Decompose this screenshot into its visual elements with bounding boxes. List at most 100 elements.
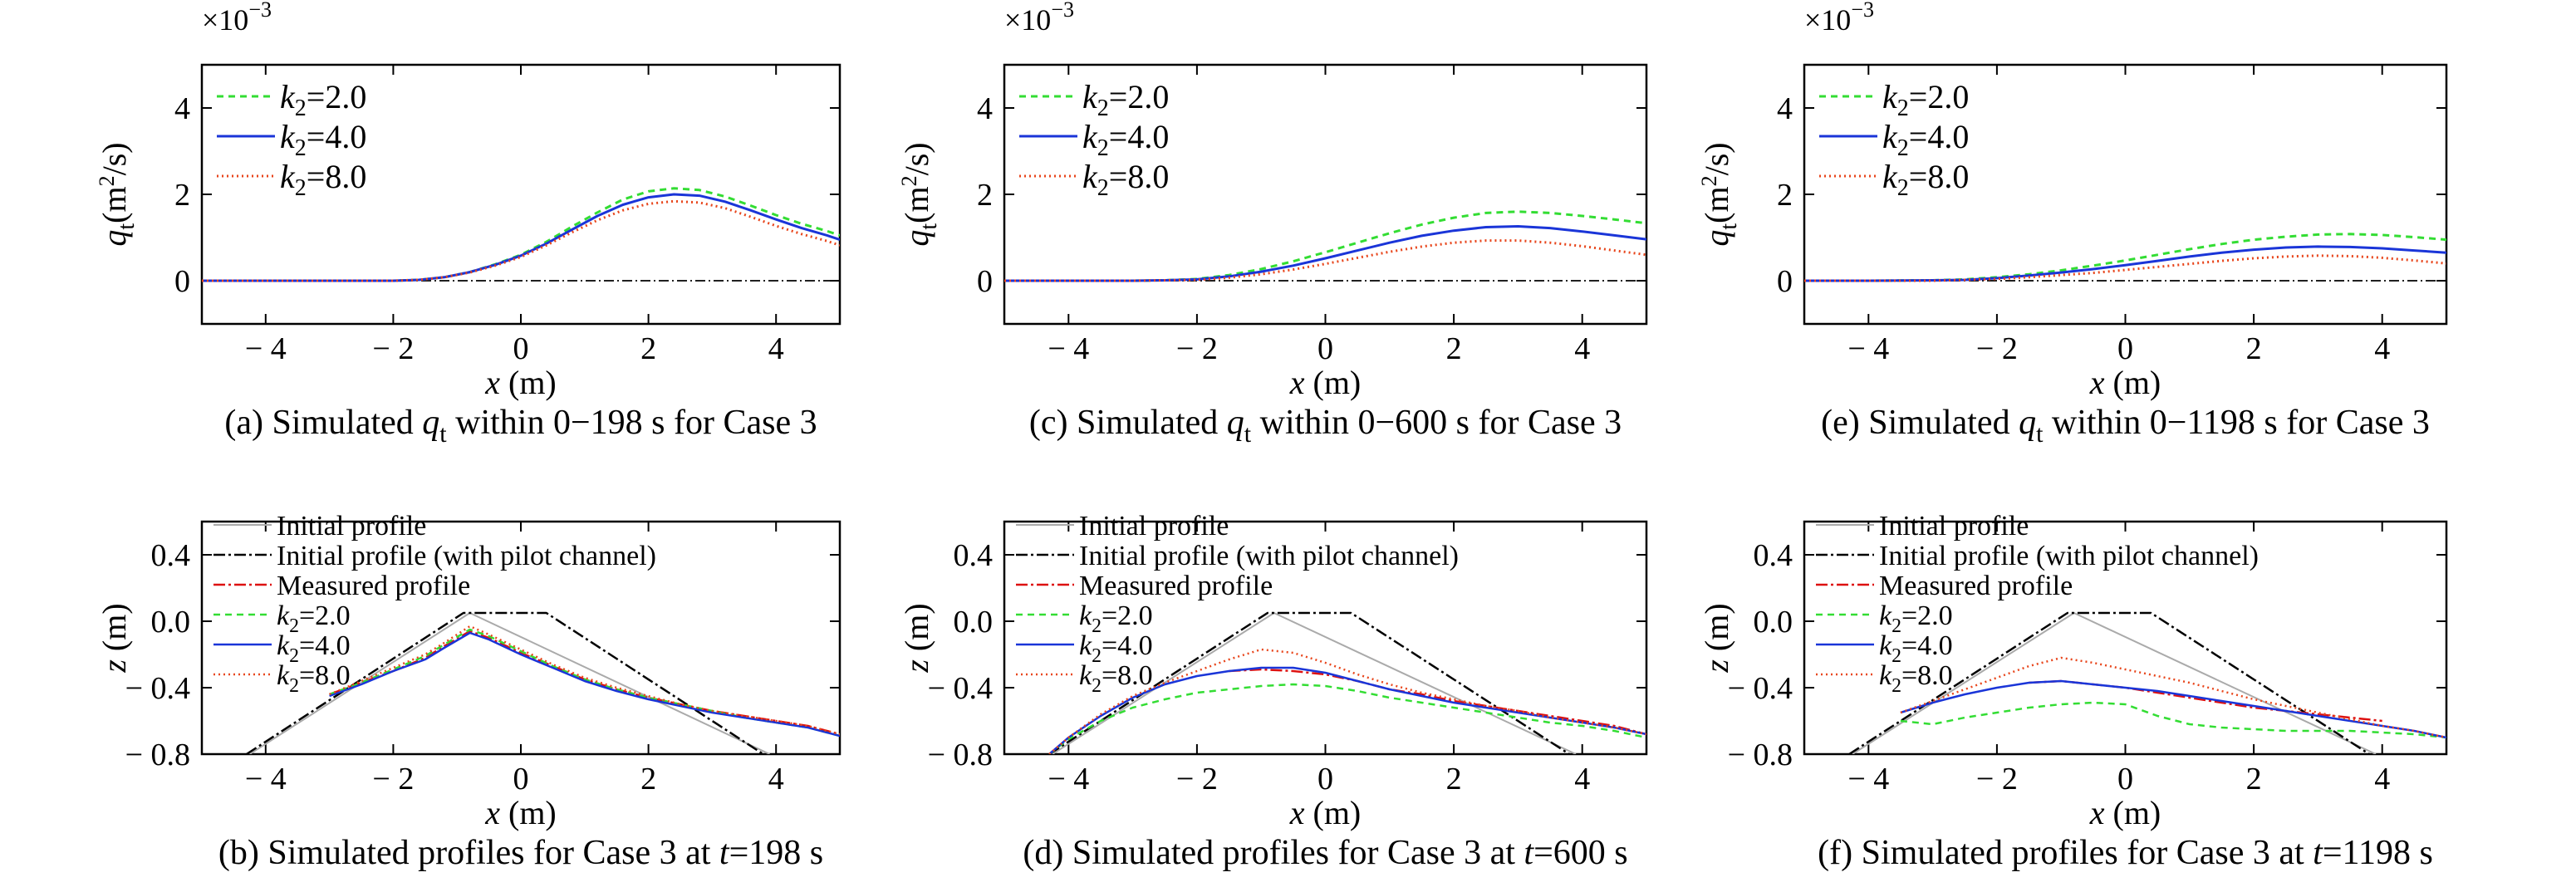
legend-value: =8.0 xyxy=(299,660,351,691)
legend-label: k2=4.0 xyxy=(277,630,351,667)
legend-variable: k xyxy=(1879,600,1892,631)
multiplier-base: ×10 xyxy=(1004,3,1051,37)
series-line-2 xyxy=(1004,239,1646,282)
panel-caption: (b) Simulated profiles for Case 3 at t=1… xyxy=(218,834,823,872)
y-label-variable: q xyxy=(96,230,133,247)
series-group xyxy=(1804,233,2446,282)
y-label-subscript: t xyxy=(1716,223,1742,230)
y-label-unit: (m) xyxy=(96,603,133,659)
y-label-unit: (m xyxy=(1698,186,1735,223)
y-tick-label: 4 xyxy=(1777,91,1793,126)
legend-value: =4.0 xyxy=(1102,630,1153,661)
panel-caption: (c) Simulated qt within 0−600 s for Case… xyxy=(1029,404,1622,448)
y-tick-label: − 0.8 xyxy=(928,738,993,772)
y-axis-label: qt(m2/s) xyxy=(897,142,942,246)
legend-subscript: 2 xyxy=(1897,96,1909,121)
legend: k2=2.0k2=4.0k2=8.0 xyxy=(217,78,366,201)
legend-subscript: 2 xyxy=(1892,615,1901,637)
x-tick-label: − 4 xyxy=(1048,762,1089,796)
legend-label: k2=8.0 xyxy=(1079,660,1153,697)
legend: k2=2.0k2=4.0k2=8.0 xyxy=(1819,78,1969,201)
legend-subscript: 2 xyxy=(1097,175,1109,201)
legend-variable: k xyxy=(280,158,296,195)
legend-label: Initial profile (with pilot channel) xyxy=(1079,541,1459,571)
x-label-variable: x xyxy=(2089,794,2105,831)
series-line-2 xyxy=(1804,254,2446,282)
legend-subscript: 2 xyxy=(1092,645,1102,667)
y-axis-label: z (m) xyxy=(96,603,133,673)
x-tick-label: − 4 xyxy=(245,762,287,796)
y-label-subscript: t xyxy=(114,223,140,230)
legend-subscript: 2 xyxy=(295,175,307,201)
y-tick-label: 0.4 xyxy=(151,538,191,573)
y-label-subscript: t xyxy=(916,223,942,230)
y-label-tail: /s) xyxy=(898,142,935,175)
legend-value: =2.0 xyxy=(1901,600,1953,631)
series-group xyxy=(1848,611,2446,754)
x-tick-label: 4 xyxy=(1574,762,1590,796)
x-axis-label: x (m) xyxy=(1289,794,1362,831)
x-tick-label: 4 xyxy=(2374,762,2390,796)
legend-label: k2=2.0 xyxy=(280,78,366,121)
x-tick-label: 2 xyxy=(640,331,656,366)
x-tick-label: 2 xyxy=(1446,762,1462,796)
legend-label: k2=4.0 xyxy=(1879,630,1953,667)
series-line-1 xyxy=(246,611,764,754)
x-tick-label: − 2 xyxy=(372,762,414,796)
x-label-variable: x xyxy=(1289,364,1305,401)
x-label-unit: (m) xyxy=(500,364,557,401)
legend: k2=2.0k2=4.0k2=8.0 xyxy=(1019,78,1169,201)
caption-variable: t xyxy=(1524,834,1534,872)
legend-text: Measured profile xyxy=(1079,571,1273,601)
y-label-unit: (m) xyxy=(898,603,935,659)
x-tick-label: 4 xyxy=(2374,331,2390,366)
legend-subscript: 2 xyxy=(1092,615,1102,637)
legend-label: k2=2.0 xyxy=(1079,600,1153,637)
x-tick-label: 4 xyxy=(768,331,784,366)
legend-value: =8.0 xyxy=(1109,158,1170,195)
legend-value: =8.0 xyxy=(1102,660,1153,691)
caption-prefix: (b) Simulated profiles for Case 3 at xyxy=(218,834,719,872)
y-label-tail: /s) xyxy=(96,142,133,175)
legend-value: =4.0 xyxy=(1909,118,1970,155)
y-label-variable: q xyxy=(1698,230,1735,247)
caption-variable: q xyxy=(2019,404,2036,442)
x-tick-label: − 2 xyxy=(1976,331,2018,366)
caption-subscript: t xyxy=(2036,420,2044,448)
panel-caption: (a) Simulated qt within 0−198 s for Case… xyxy=(224,404,817,448)
legend-value: =2.0 xyxy=(1102,600,1153,631)
y-axis-label: qt(m2/s) xyxy=(95,142,140,246)
legend-subscript: 2 xyxy=(289,615,299,637)
y-label-unit: (m) xyxy=(1698,603,1735,659)
panel-caption: (e) Simulated qt within 0−1198 s for Cas… xyxy=(1821,404,2430,448)
x-label-unit: (m) xyxy=(1305,794,1362,831)
legend-label: k2=2.0 xyxy=(277,600,351,637)
legend-subscript: 2 xyxy=(1897,175,1909,201)
y-tick-label: − 0.4 xyxy=(1728,671,1793,706)
legend-label: k2=2.0 xyxy=(1082,78,1169,121)
panel-caption: (f) Simulated profiles for Case 3 at t=1… xyxy=(1818,834,2433,872)
series-group xyxy=(1004,210,1646,282)
caption-suffix: =1198 s xyxy=(2323,834,2433,872)
panel-f: − 4− 2 0 2 4− 0.8− 0.40.00.4z (m)x (m)(f) S… xyxy=(1698,511,2448,872)
y-axis-label: z (m) xyxy=(898,603,935,673)
series-line-0 xyxy=(1004,210,1646,282)
legend-variable: k xyxy=(1079,630,1092,661)
x-tick-label: − 4 xyxy=(1847,762,1889,796)
caption-prefix: (d) Simulated profiles for Case 3 at xyxy=(1023,834,1524,872)
caption-variable: t xyxy=(719,834,730,872)
caption-suffix: =198 s xyxy=(729,834,824,872)
series-group xyxy=(202,187,840,282)
legend-text: Initial profile xyxy=(277,511,426,542)
y-tick-label: 4 xyxy=(174,91,190,126)
series-line-1 xyxy=(1848,611,2370,754)
x-tick-label: 2 xyxy=(2246,331,2262,366)
x-label-variable: x xyxy=(1289,794,1305,831)
x-tick-label: 0 xyxy=(2117,762,2133,796)
series-line-0 xyxy=(202,187,840,282)
x-label-variable: x xyxy=(484,794,500,831)
x-label-variable: x xyxy=(484,364,500,401)
legend-subscript: 2 xyxy=(295,135,307,161)
axis-multiplier: ×10−3 xyxy=(202,0,272,37)
